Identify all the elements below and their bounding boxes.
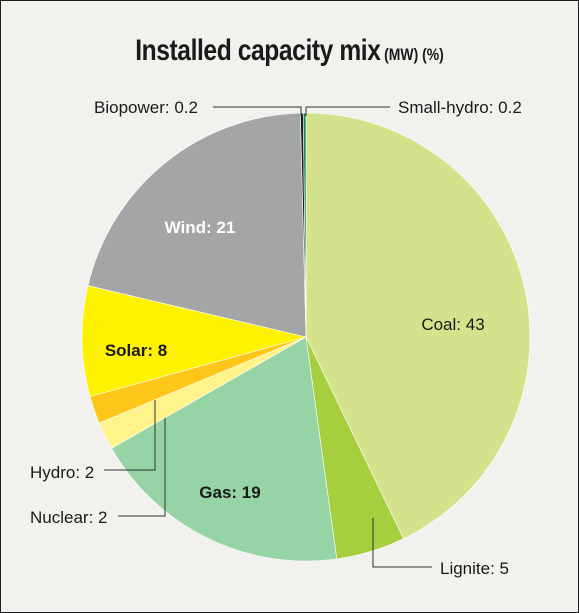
pie-slices xyxy=(81,112,531,562)
leader-nuclear xyxy=(118,418,166,517)
label-small-hydro: Small-hydro: 0.2 xyxy=(398,98,522,117)
label-biopower: Biopower: 0.2 xyxy=(94,98,198,117)
leader-lignite xyxy=(372,518,432,568)
chart-title: Installed capacity mix xyxy=(135,34,381,67)
leader-small-hydro xyxy=(305,106,390,116)
label-coal: Coal: 43 xyxy=(421,315,484,334)
chart-title-block: Installed capacity mix (MW) (%) xyxy=(52,34,527,68)
label-wind: Wind: 21 xyxy=(165,218,236,237)
slice-solar xyxy=(81,285,307,397)
label-hydro: Hydro: 2 xyxy=(30,463,94,482)
label-nuclear: Nuclear: 2 xyxy=(30,508,107,527)
slice-gas xyxy=(111,336,338,562)
chart-title-unit: (MW) (%) xyxy=(384,45,444,64)
leader-biopower xyxy=(213,106,302,116)
label-solar: Solar: 8 xyxy=(105,341,167,360)
slice-wind xyxy=(87,112,307,338)
label-gas: Gas: 19 xyxy=(199,483,260,502)
slice-labels: Coal: 43 Gas: 19 Solar: 8 Wind: 21 Ligni… xyxy=(30,98,522,578)
leader-hydro xyxy=(104,400,156,471)
leader-lines xyxy=(104,106,432,568)
label-lignite: Lignite: 5 xyxy=(440,559,509,578)
slice-coal xyxy=(305,112,531,540)
